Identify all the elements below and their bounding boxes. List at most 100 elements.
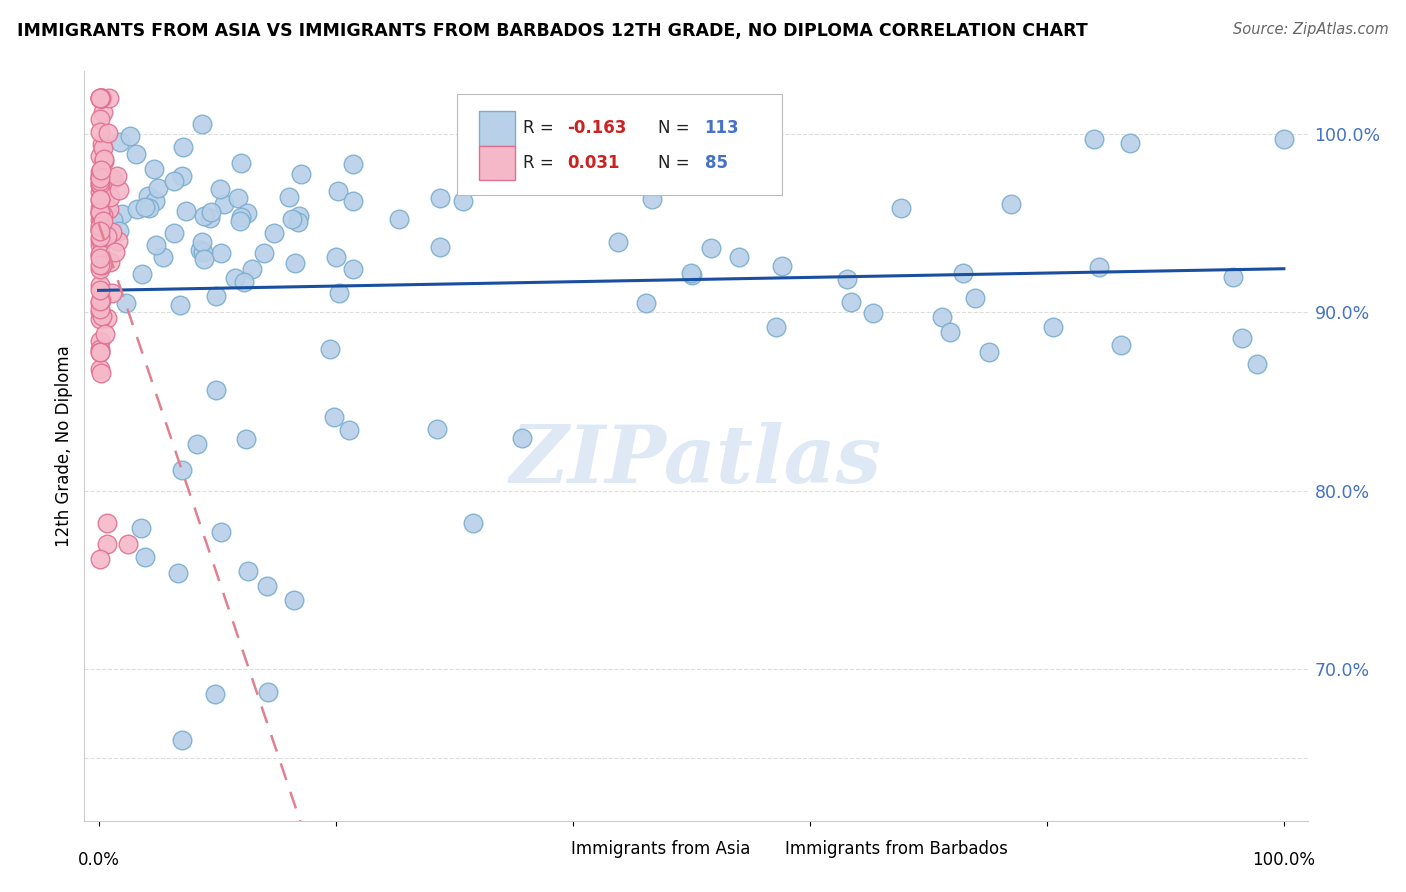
Point [890, 201, 912, 215]
Point [90, 293, 112, 307]
Point [97, 224, 120, 238]
Point [765, 319, 787, 334]
Point [97, 91, 120, 105]
Point [89, 201, 111, 215]
Point [89, 192, 111, 206]
Point [89, 311, 111, 326]
Point [191, 117, 214, 131]
Point [89, 169, 111, 184]
Text: N =: N = [658, 120, 695, 137]
Point [152, 250, 174, 264]
Point [236, 564, 259, 578]
Point [89, 223, 111, 237]
Point [91, 91, 114, 105]
Text: Source: ZipAtlas.com: Source: ZipAtlas.com [1233, 22, 1389, 37]
Point [98, 202, 121, 216]
Point [91, 191, 114, 205]
Point [510, 431, 533, 445]
Point [679, 266, 702, 280]
Point [607, 235, 630, 249]
Text: -0.163: -0.163 [568, 120, 627, 137]
Point [104, 245, 127, 260]
Point [229, 210, 252, 224]
Point [97, 127, 120, 141]
Point [209, 182, 232, 196]
Point [229, 156, 252, 170]
Point [143, 161, 166, 176]
Point [89, 205, 111, 219]
FancyBboxPatch shape [523, 833, 565, 864]
Point [228, 191, 250, 205]
Point [89, 165, 111, 179]
Point [191, 235, 214, 249]
Point [89, 91, 111, 105]
Point [89, 205, 111, 219]
Point [235, 432, 257, 446]
Point [328, 286, 350, 301]
Point [98, 255, 121, 269]
Point [115, 295, 138, 310]
Point [835, 272, 858, 286]
Point [101, 172, 124, 186]
Point [129, 521, 152, 535]
Point [96, 516, 118, 530]
Point [93, 153, 115, 167]
Point [256, 579, 278, 593]
Point [89, 258, 111, 272]
FancyBboxPatch shape [479, 112, 515, 145]
Text: 0.031: 0.031 [568, 153, 620, 172]
Text: R =: R = [523, 153, 560, 172]
Point [93, 153, 115, 168]
Point [700, 241, 723, 255]
Point [325, 250, 347, 264]
Point [108, 183, 131, 197]
Text: ZIPatlas: ZIPatlas [510, 422, 882, 500]
Point [287, 209, 309, 223]
Point [90, 136, 112, 151]
Point [257, 685, 280, 699]
Point [212, 197, 235, 211]
Point [91, 309, 114, 323]
Point [287, 215, 309, 229]
Point [89, 185, 111, 199]
Point [108, 224, 131, 238]
Point [89, 362, 111, 376]
Point [89, 246, 111, 260]
Point [429, 191, 451, 205]
Point [461, 516, 484, 530]
Point [89, 149, 111, 163]
Point [636, 296, 658, 310]
Point [770, 260, 793, 274]
Point [595, 168, 617, 182]
Point [323, 409, 346, 424]
Point [89, 125, 111, 139]
Point [89, 178, 111, 192]
Text: 85: 85 [704, 153, 727, 172]
Point [204, 687, 226, 701]
Point [1088, 260, 1111, 274]
Point [388, 211, 411, 226]
Point [90, 163, 112, 178]
Point [965, 292, 987, 306]
Text: IMMIGRANTS FROM ASIA VS IMMIGRANTS FROM BARBADOS 12TH GRADE, NO DIPLOMA CORRELAT: IMMIGRANTS FROM ASIA VS IMMIGRANTS FROM … [17, 22, 1088, 40]
Point [89, 294, 111, 309]
Point [134, 549, 156, 564]
Point [977, 344, 1000, 359]
Point [111, 207, 134, 221]
Point [186, 437, 208, 451]
Point [209, 525, 232, 540]
Point [641, 192, 664, 206]
Point [281, 211, 304, 226]
Point [169, 298, 191, 312]
Point [89, 261, 111, 276]
Point [681, 268, 703, 282]
Point [125, 146, 148, 161]
Point [89, 222, 111, 236]
Point [145, 238, 167, 252]
Point [91, 214, 114, 228]
Point [89, 229, 111, 244]
Point [167, 566, 190, 580]
Text: 0.0%: 0.0% [77, 851, 120, 869]
Point [429, 240, 451, 254]
Point [89, 301, 111, 316]
